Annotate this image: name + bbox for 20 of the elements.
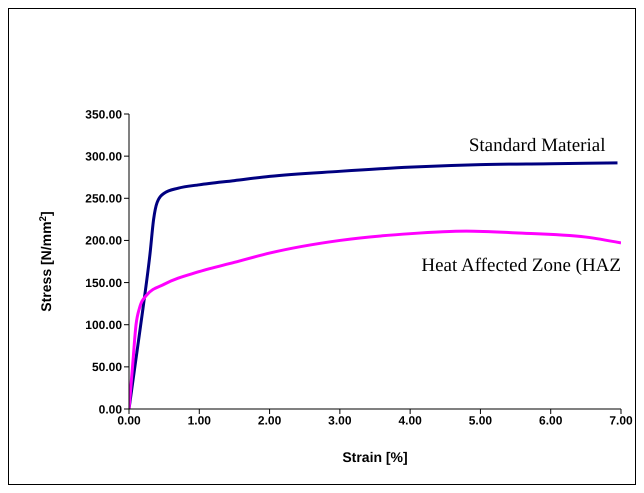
y-tick-label: 50.00 [92,360,122,374]
y-tick-label: 100.00 [85,318,122,332]
x-tick-label: 7.00 [609,414,633,428]
series-label: Standard Material [468,134,606,156]
x-tick-label: 4.00 [398,414,422,428]
x-tick-label: 0.00 [117,414,141,428]
y-tick-label: 300.00 [85,149,122,164]
y-tick-label: 200.00 [85,234,122,248]
y-tick-label: 250.00 [85,192,122,206]
y-tick-label: 0.00 [98,402,122,416]
x-tick-label: 2.00 [258,414,282,428]
y-tick-label: 350.00 [85,107,122,122]
x-tick-label: 5.00 [468,414,492,428]
x-tick-label: 3.00 [328,414,352,428]
x-tick-label: 6.00 [539,414,563,428]
y-tick-label: 150.00 [85,276,122,290]
series-label: Heat Affected Zone (HAZ [421,254,621,276]
x-tick-label: 1.00 [188,414,212,428]
x-axis-title: Strain [%] [342,449,408,465]
line-series [129,161,619,409]
